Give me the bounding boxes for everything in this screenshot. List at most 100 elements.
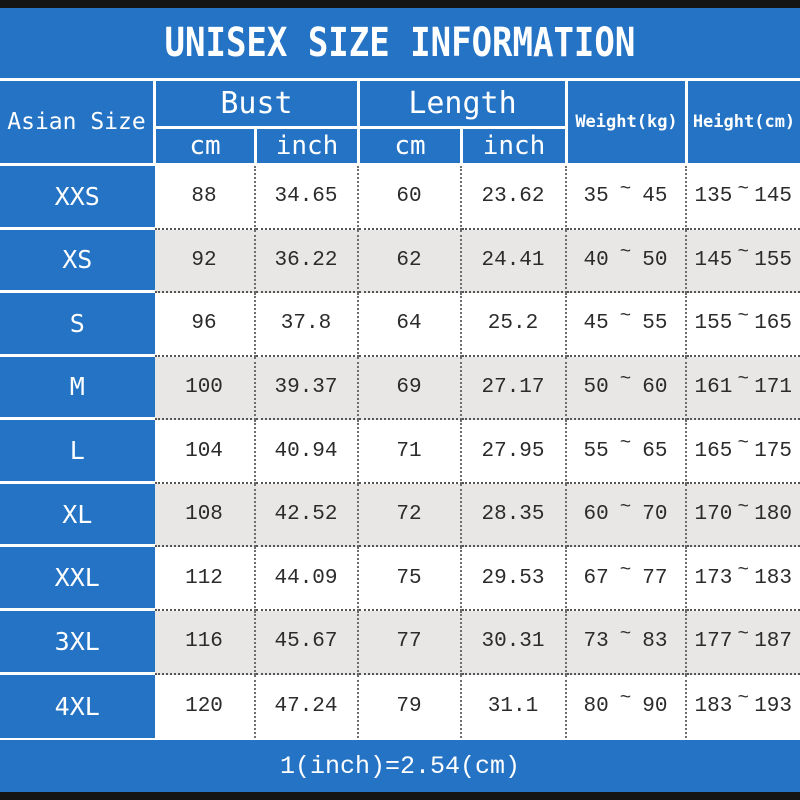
height-min: 183 [694,694,733,718]
cell-height-range: 145 ~ 155 [686,229,800,294]
tilde-symbol: ~ [619,368,632,391]
tilde-symbol: ~ [619,241,632,264]
tilde-symbol: ~ [737,495,749,518]
footer-band: 1(inch)=2.54(cm) [0,738,800,792]
height-min: 161 [694,375,733,399]
size-table-body: XXS 88 34.65 60 23.62 35 ~ 45 135 ~ 145 … [0,166,800,739]
cell-length-cm: 72 [358,483,462,548]
tilde-symbol: ~ [737,687,749,710]
cell-bust-inch: 44.09 [255,547,359,611]
cell-length-cm: 69 [358,356,462,421]
tilde-symbol: ~ [619,559,632,582]
cell-height-range: 177 ~ 187 [686,610,800,675]
tilde-symbol: ~ [737,177,749,200]
cell-height-range: 135 ~ 145 [686,166,800,230]
top-frame-bar [0,0,800,8]
height-max: 187 [754,630,792,654]
cell-bust-inch: 39.37 [255,356,359,421]
tilde-symbol: ~ [619,304,632,327]
weight-max: 60 [642,375,668,399]
table-row: 4XL 120 47.24 79 31.1 80 ~ 90 183 ~ 193 [0,674,800,739]
cell-size: 3XL [0,610,155,675]
cell-size: XL [0,483,155,548]
table-row: XL 108 42.52 72 28.35 60 ~ 70 170 ~ 180 [0,483,800,548]
cell-bust-cm: 100 [154,356,256,421]
header-bust-inch: inch [257,129,357,163]
cell-bust-inch: 37.8 [255,293,359,357]
weight-min: 40 [583,248,609,272]
tilde-symbol: ~ [619,432,632,455]
cell-weight-range: 50 ~ 60 [566,356,687,421]
cell-height-range: 173 ~ 183 [686,547,800,611]
weight-max: 90 [642,694,668,718]
header-length-cm: cm [360,129,460,163]
cell-bust-inch: 40.94 [255,420,359,484]
weight-max: 50 [642,248,668,272]
cell-weight-range: 73 ~ 83 [566,610,687,675]
cell-bust-cm: 120 [154,674,256,739]
cell-height-range: 183 ~ 193 [686,674,800,739]
tilde-symbol: ~ [619,687,632,710]
cell-size: XS [0,229,155,294]
weight-min: 67 [583,566,609,590]
table-row: XS 92 36.22 62 24.41 40 ~ 50 145 ~ 155 [0,229,800,294]
cell-weight-range: 60 ~ 70 [566,483,687,548]
cell-length-inch: 29.53 [461,547,567,611]
cell-length-inch: 31.1 [461,674,567,739]
cell-length-inch: 24.41 [461,229,567,294]
header-bust-group: Bust [156,81,357,126]
cell-bust-inch: 45.67 [255,610,359,675]
cell-bust-inch: 42.52 [255,483,359,548]
cell-length-cm: 64 [358,293,462,357]
header-weight: Weight(kg) [568,81,685,163]
height-max: 155 [754,248,792,272]
cell-length-inch: 27.95 [461,420,567,484]
cell-size: XXL [0,547,155,611]
header-length-inch: inch [463,129,565,163]
cell-length-inch: 30.31 [461,610,567,675]
weight-max: 77 [642,566,668,590]
header-asian-size: Asian Size [0,81,153,163]
bottom-frame-bar [0,792,800,800]
cell-weight-range: 55 ~ 65 [566,420,687,484]
weight-max: 55 [642,312,668,336]
weight-max: 45 [642,185,668,209]
cell-bust-inch: 34.65 [255,166,359,230]
cell-length-inch: 27.17 [461,356,567,421]
tilde-symbol: ~ [737,304,749,327]
weight-max: 83 [642,630,668,654]
cell-bust-inch: 36.22 [255,229,359,294]
table-row: XXS 88 34.65 60 23.62 35 ~ 45 135 ~ 145 [0,166,800,230]
cell-bust-cm: 116 [154,610,256,675]
header-bust-cm: cm [156,129,254,163]
weight-min: 80 [583,694,609,718]
cell-length-cm: 77 [358,610,462,675]
weight-min: 55 [583,439,609,463]
height-min: 170 [694,503,733,527]
table-row: S 96 37.8 64 25.2 45 ~ 55 155 ~ 165 [0,293,800,357]
cell-bust-inch: 47.24 [255,674,359,739]
weight-min: 35 [583,185,609,209]
tilde-symbol: ~ [737,559,749,582]
cell-size: L [0,420,155,484]
height-min: 135 [694,185,733,209]
height-max: 145 [754,185,792,209]
height-max: 175 [754,439,792,463]
height-max: 171 [754,375,792,399]
height-min: 145 [694,248,733,272]
cell-size: 4XL [0,674,155,739]
cell-length-cm: 79 [358,674,462,739]
page-title: UNISEX SIZE INFORMATION [164,20,636,66]
cell-height-range: 155 ~ 165 [686,293,800,357]
cell-length-inch: 23.62 [461,166,567,230]
table-row: XXL 112 44.09 75 29.53 67 ~ 77 173 ~ 183 [0,547,800,611]
cell-weight-range: 80 ~ 90 [566,674,687,739]
weight-min: 60 [583,503,609,527]
table-row: 3XL 116 45.67 77 30.31 73 ~ 83 177 ~ 187 [0,610,800,675]
height-max: 183 [754,566,792,590]
height-min: 155 [694,312,733,336]
conversion-note: 1(inch)=2.54(cm) [279,751,521,781]
height-max: 165 [754,312,792,336]
height-min: 177 [694,630,733,654]
cell-weight-range: 40 ~ 50 [566,229,687,294]
